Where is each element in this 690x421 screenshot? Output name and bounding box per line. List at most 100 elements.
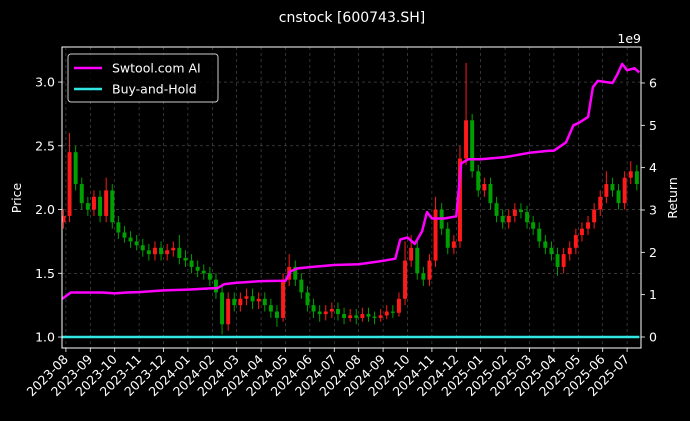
- y2-axis-label: Return: [665, 177, 680, 218]
- candle-body: [195, 266, 200, 271]
- candle-body: [525, 212, 530, 223]
- candle-body: [116, 222, 121, 233]
- chart-title: cnstock [600743.SH]: [279, 10, 425, 26]
- y2-offset-label: 1e9: [617, 31, 641, 46]
- candle-body: [232, 298, 237, 306]
- y2-tick-label: 4: [649, 160, 657, 175]
- candle-body: [104, 190, 109, 216]
- candle-body: [122, 232, 127, 238]
- candle-body: [323, 311, 328, 315]
- candle-body: [152, 247, 157, 255]
- legend-box: [67, 53, 219, 103]
- candle-body: [67, 152, 72, 216]
- candle-body: [634, 171, 639, 185]
- candle-body: [494, 203, 499, 216]
- y-tick-label: 2.0: [35, 202, 55, 217]
- candle-body: [79, 184, 84, 204]
- candle-body: [512, 209, 517, 216]
- y2-tick-label: 6: [649, 75, 657, 90]
- y2-tick-label: 5: [649, 118, 657, 133]
- candle-body: [470, 120, 475, 172]
- candle-body: [531, 222, 536, 229]
- candle-body: [567, 247, 572, 255]
- candle-body: [409, 247, 414, 261]
- candle-body: [396, 298, 401, 313]
- candle-body: [329, 308, 334, 312]
- candle-body: [403, 260, 408, 299]
- candle-body: [85, 203, 90, 210]
- candle-body: [348, 315, 353, 318]
- candle-body: [604, 184, 609, 197]
- y2-tick-label: 3: [649, 202, 657, 217]
- candle-body: [488, 184, 493, 204]
- candle-body: [628, 171, 633, 178]
- candle-body: [183, 257, 188, 261]
- legend-label: Buy-and-Hold: [112, 82, 197, 97]
- candle-body: [238, 298, 243, 306]
- candle-body: [622, 177, 627, 204]
- candle-body: [244, 296, 249, 299]
- candle-body: [427, 260, 432, 280]
- candle-body: [281, 279, 286, 318]
- candle-body: [98, 196, 103, 216]
- candle-body: [305, 292, 310, 306]
- y-tick-label: 3.0: [35, 75, 55, 90]
- candle-body: [299, 279, 304, 293]
- candle-body: [561, 254, 566, 267]
- candle-body: [537, 228, 542, 242]
- candle-body: [177, 247, 182, 258]
- candle-body: [518, 209, 523, 213]
- candle-body: [274, 311, 279, 318]
- candle-body: [61, 215, 66, 223]
- candle-body: [610, 184, 615, 191]
- y2-tick-label: 2: [649, 245, 657, 260]
- candle-body: [378, 315, 383, 318]
- candle-body: [451, 241, 456, 248]
- return-line: [61, 62, 641, 300]
- candle-body: [311, 305, 316, 312]
- candle-body: [110, 190, 115, 223]
- y2-tick-label: 1: [649, 287, 657, 302]
- candle-body: [555, 254, 560, 267]
- candle-body: [415, 247, 420, 274]
- candle-body: [134, 241, 139, 246]
- legend-label: Swtool.com AI: [112, 61, 201, 76]
- candle-body: [262, 298, 267, 306]
- candle-body: [256, 298, 261, 302]
- candle-body: [549, 247, 554, 255]
- candle-body: [543, 241, 548, 248]
- candle-body: [384, 311, 389, 316]
- candle-body: [146, 250, 151, 255]
- candle-body: [421, 273, 426, 280]
- candle-body: [293, 266, 298, 280]
- candle-body: [268, 305, 273, 312]
- candle-body: [207, 273, 212, 280]
- plot-frame: [61, 46, 642, 349]
- candle-body: [573, 235, 578, 248]
- candle-body: [220, 292, 225, 325]
- candle-body: [335, 308, 340, 315]
- candle-body: [457, 158, 462, 242]
- candle-body: [598, 196, 603, 210]
- candle-body: [189, 260, 194, 267]
- candle-body: [372, 316, 377, 318]
- candle-body: [579, 228, 584, 236]
- candle-body: [73, 152, 78, 185]
- candle-body: [159, 247, 164, 255]
- candle-body: [213, 279, 218, 293]
- candle-body: [482, 184, 487, 191]
- candle-body: [226, 298, 231, 325]
- candle-body: [592, 209, 597, 223]
- candle-body: [476, 171, 481, 191]
- candle-body: [506, 215, 511, 223]
- candle-body: [500, 215, 505, 223]
- candle-body: [445, 228, 450, 248]
- y-tick-label: 1.0: [35, 330, 55, 345]
- candle-body: [165, 250, 170, 255]
- y2-tick-label: 0: [649, 329, 657, 344]
- candle-body: [464, 120, 469, 159]
- candle-body: [360, 314, 365, 318]
- candle-body: [616, 190, 621, 204]
- candle-body: [317, 311, 322, 315]
